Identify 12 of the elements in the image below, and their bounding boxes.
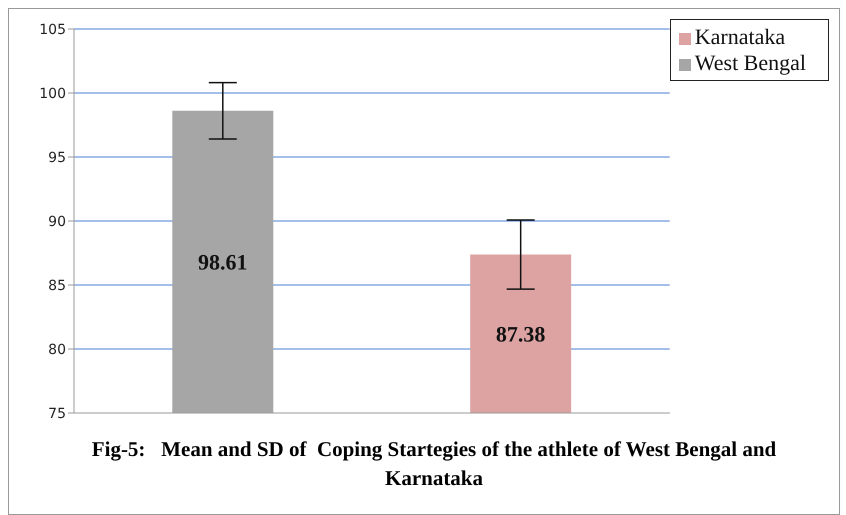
legend-label: Karnataka bbox=[694, 24, 786, 49]
y-tick-label: 95 bbox=[48, 150, 66, 166]
data-label: 98.61 bbox=[198, 250, 248, 275]
y-tick-label: 85 bbox=[48, 278, 66, 294]
data-label: 87.38 bbox=[496, 322, 546, 347]
legend-label: West Bengal bbox=[694, 50, 806, 75]
y-tick-label: 75 bbox=[48, 406, 66, 422]
y-tick-label: 90 bbox=[48, 214, 66, 230]
y-tick-label: 100 bbox=[39, 86, 66, 102]
y-tick-label: 105 bbox=[39, 22, 66, 38]
text: Fig-5: Mean and SD of Coping Startegies of the athlete of West Bengal and Karnataka bbox=[92, 437, 776, 490]
y-tick-label: 80 bbox=[48, 342, 66, 358]
